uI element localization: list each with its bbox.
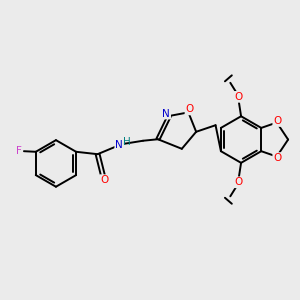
Text: O: O [273,153,281,163]
Text: O: O [235,92,243,102]
Text: F: F [16,146,22,156]
Text: O: O [100,175,108,185]
Text: O: O [185,104,194,114]
Text: O: O [235,177,243,187]
Text: N: N [162,109,170,118]
Text: O: O [273,116,281,126]
Text: N: N [115,140,123,150]
Text: H: H [123,137,131,147]
